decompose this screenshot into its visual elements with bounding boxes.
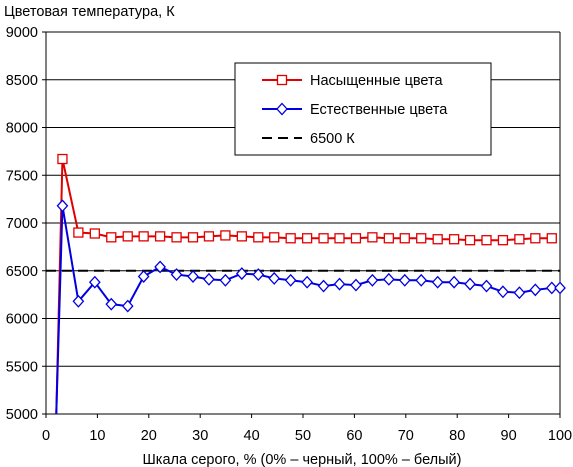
- series-1-point-27: [480, 279, 493, 293]
- series-1-point-10: [203, 272, 215, 286]
- series-1-point-20: [366, 273, 379, 287]
- series-0-point-12: [236, 231, 247, 242]
- series-1-point-4: [105, 297, 118, 311]
- y-tick-label-2: 6000: [6, 312, 38, 328]
- legend-label-0: Насыщенные цвета: [310, 73, 443, 89]
- series-0-point-9: [187, 232, 199, 243]
- series-1-point-24: [431, 275, 444, 289]
- series-1-point-22: [398, 273, 411, 287]
- series-1-point-32: [554, 281, 566, 295]
- x-tick-label-1: 10: [89, 428, 105, 444]
- series-1-point-18: [333, 277, 346, 291]
- series-0-point-10: [203, 231, 215, 242]
- series-0-point-15: [285, 233, 296, 244]
- series-layer: [46, 153, 566, 415]
- legend-marker-1: [276, 102, 288, 116]
- x-tick-label-5: 50: [295, 428, 311, 444]
- series-0-point-3: [89, 228, 100, 239]
- x-axis-label: Шкала серого, % (0% – черный, 100% – бел…: [143, 452, 462, 467]
- series-1-point-9: [187, 270, 199, 283]
- series-0-point-24: [432, 234, 443, 245]
- series-0-point-26: [464, 235, 476, 246]
- series-0-point-2: [73, 227, 84, 238]
- y-tick-label-5: 7500: [6, 168, 38, 184]
- series-0-point-27: [481, 235, 492, 246]
- series-1-point-2: [72, 294, 85, 308]
- y-tick-label-7: 8500: [6, 73, 38, 89]
- x-tick-label-2: 20: [141, 428, 157, 444]
- series-0-point-21: [383, 233, 394, 244]
- x-tick-label-10: 100: [548, 428, 572, 444]
- series-1-point-13: [252, 268, 265, 282]
- series-0-point-19: [350, 233, 362, 244]
- series-0-point-20: [367, 232, 378, 243]
- y-tick-label-1: 5500: [6, 359, 38, 375]
- series-0-point-8: [171, 232, 182, 243]
- series-1-point-6: [137, 270, 150, 283]
- legend-label-1: Естественные цвета: [310, 102, 448, 118]
- series-0-point-7: [154, 231, 166, 242]
- series-1-point-16: [301, 275, 313, 289]
- series-0-point-31: [546, 233, 557, 244]
- series-0-point-30: [530, 233, 541, 244]
- legend: Насыщенные цвета Естественные цвета 6500 К: [234, 62, 492, 156]
- legend-label-2: 6500 К: [310, 131, 355, 147]
- y-tick-label-3: 6500: [6, 264, 38, 280]
- series-0-point-16: [301, 233, 313, 244]
- y-tick-label-0: 5000: [6, 407, 38, 423]
- series-0-point-22: [399, 233, 410, 244]
- series-0-point-23: [416, 233, 427, 244]
- series-1: [55, 199, 566, 415]
- series-0-point-13: [253, 232, 264, 243]
- y-tick-label-6: 8000: [6, 121, 38, 137]
- series-1-point-15: [284, 273, 297, 287]
- series-0-point-14: [269, 232, 280, 243]
- series-0-point-5: [122, 231, 133, 242]
- series-1-point-7: [154, 260, 166, 274]
- series-1-point-23: [415, 273, 428, 287]
- series-1-point-12: [235, 267, 248, 281]
- series-0-point-18: [334, 233, 345, 244]
- series-1-point-8: [170, 268, 183, 282]
- x-tick-label-0: 0: [42, 428, 50, 444]
- x-tick-label-3: 30: [192, 428, 208, 444]
- y-tick-label-8: 9000: [6, 25, 38, 41]
- series-1-point-19: [350, 278, 362, 292]
- y-tick-label-4: 7000: [6, 216, 38, 232]
- x-tick-label-9: 90: [501, 428, 517, 444]
- series-0-point-6: [138, 231, 149, 242]
- series-0-point-1: [57, 153, 68, 165]
- series-1-point-14: [268, 271, 281, 285]
- x-ticks: 0 10 20 30 40 50 60 70 80 90 100: [42, 414, 572, 444]
- series-0-point-28: [497, 235, 509, 246]
- series-0-point-4: [106, 232, 117, 243]
- series-1-point-21: [382, 272, 395, 286]
- series-1-point-28: [497, 285, 509, 299]
- series-1-point-30: [529, 283, 542, 297]
- y-axis-label: Цветовая температура, К: [4, 4, 175, 20]
- y-ticks: 5000 5500 6000 6500 7000 7500 8000 8500 9000: [6, 25, 46, 423]
- x-tick-label-6: 60: [346, 428, 362, 444]
- series-1-point-11: [219, 273, 232, 287]
- series-0-point-29: [514, 234, 525, 245]
- series-0-point-25: [448, 234, 460, 245]
- series-0: [55, 153, 557, 415]
- series-1-point-31: [545, 281, 558, 295]
- x-tick-label-7: 70: [398, 428, 414, 444]
- series-0-point-11: [220, 230, 231, 241]
- x-tick-label-8: 80: [449, 428, 465, 444]
- legend-marker-0: [276, 74, 288, 86]
- series-1-point-5: [121, 299, 134, 313]
- series-1-point-25: [448, 275, 460, 289]
- x-tick-label-4: 40: [244, 428, 260, 444]
- series-1-point-29: [513, 286, 526, 300]
- series-1-point-1: [56, 199, 69, 213]
- series-0-point-17: [318, 233, 329, 244]
- series-1-point-17: [317, 279, 330, 293]
- series-1-point-3: [88, 275, 101, 289]
- series-1-point-26: [464, 277, 476, 291]
